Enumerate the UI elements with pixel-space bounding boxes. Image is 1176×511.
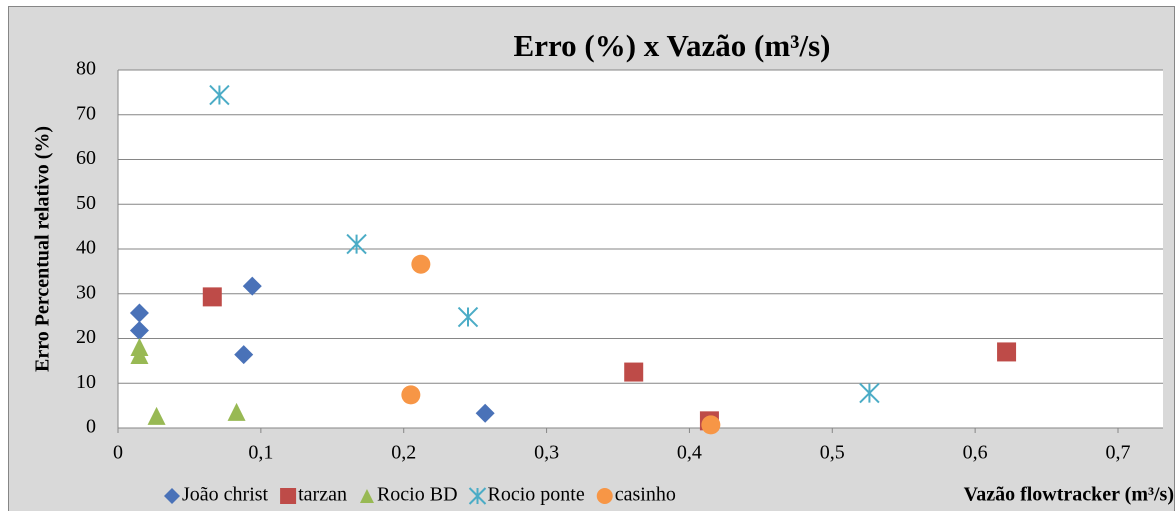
legend-marker <box>280 488 297 504</box>
marker-circle <box>401 385 421 405</box>
y-tick-label: 20 <box>76 326 96 348</box>
legend-label: Rocio BD <box>377 484 458 506</box>
x-tick-label: 0,4 <box>677 442 702 464</box>
legend-marker <box>468 487 487 505</box>
y-tick-label: 0 <box>86 416 96 438</box>
marker-square <box>997 342 1017 362</box>
y-tick-label: 70 <box>76 102 96 124</box>
legend-label: Rocio ponte <box>488 484 585 506</box>
marker-diamond <box>475 403 495 423</box>
marker-asterisk <box>346 233 367 255</box>
marker-circle <box>701 415 721 435</box>
marker-square <box>202 287 222 307</box>
y-tick-label: 40 <box>76 237 96 259</box>
x-axis-title: Vazão flowtracker (m³/s) <box>964 484 1174 506</box>
marker-triangle <box>227 402 246 421</box>
x-tick-label: 0,5 <box>820 442 845 464</box>
marker-triangle <box>130 346 149 365</box>
legend-label: João christ <box>182 484 269 506</box>
y-tick-label: 50 <box>76 192 96 214</box>
x-tick-label: 0,2 <box>391 442 416 464</box>
x-tick-label: 0 <box>113 442 123 464</box>
marker-asterisk <box>859 382 880 404</box>
x-tick-label: 0,6 <box>963 442 988 464</box>
marker-circle <box>411 254 431 274</box>
y-tick-label: 60 <box>76 147 96 169</box>
legend-marker <box>596 488 613 504</box>
x-tick-label: 0,3 <box>534 442 559 464</box>
legend-marker <box>164 488 180 504</box>
marker-diamond <box>242 276 262 296</box>
chart-title: Erro (%) x Vazão (m³/s) <box>514 28 831 63</box>
marker-asterisk <box>209 84 230 106</box>
marker-diamond <box>129 320 149 340</box>
marker-diamond <box>234 345 254 365</box>
legend-label: casinho <box>615 484 676 506</box>
legend-marker <box>359 489 374 503</box>
x-tick-label: 0,1 <box>248 442 273 464</box>
x-tick-label: 0,7 <box>1106 442 1131 464</box>
legend-label: tarzan <box>298 484 347 506</box>
marker-triangle <box>147 406 166 425</box>
y-tick-label: 10 <box>76 371 96 393</box>
marker-square <box>624 362 644 382</box>
marker-asterisk <box>457 306 479 328</box>
y-tick-label: 30 <box>76 281 96 303</box>
y-axis-title: Erro Percentual relativo (%) <box>32 126 54 372</box>
y-tick-label: 80 <box>76 58 96 80</box>
marker-diamond <box>129 303 149 323</box>
